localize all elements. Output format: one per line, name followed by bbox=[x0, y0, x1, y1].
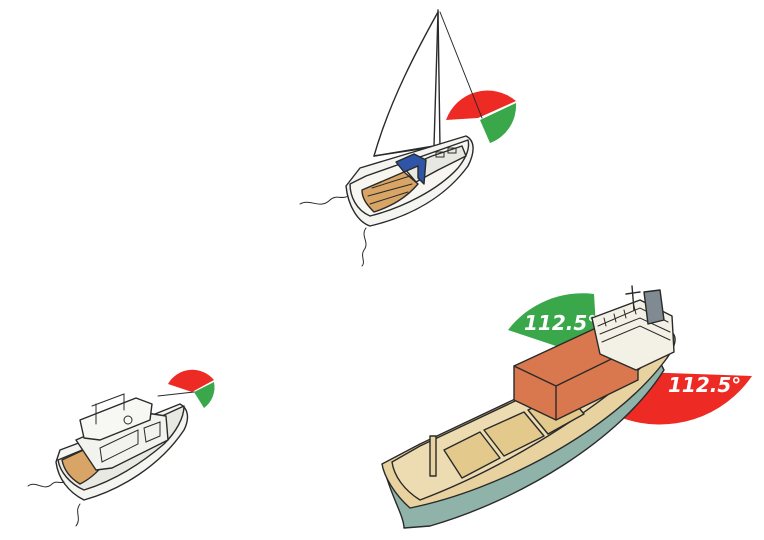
ship-hatch-2 bbox=[483, 411, 545, 457]
sailboat-red-light-sector bbox=[446, 90, 516, 120]
sailboat bbox=[299, 9, 517, 267]
motorboat-red-light-sector bbox=[168, 369, 214, 392]
ship-bow-mast bbox=[429, 435, 437, 477]
ship-port-angle-label: 112.5° bbox=[524, 311, 597, 335]
sailboat-mast bbox=[437, 9, 441, 149]
ship-hatch-1 bbox=[443, 431, 501, 479]
sailboat-sail bbox=[373, 11, 439, 157]
motorboat-flybridge bbox=[79, 397, 153, 441]
ship-red-light-sector bbox=[622, 372, 752, 425]
motorboat-green-light-sector bbox=[194, 382, 215, 408]
sailboat-dodger bbox=[395, 153, 427, 185]
sailboat-green-light-sector bbox=[480, 103, 517, 143]
ship-funnel bbox=[643, 289, 665, 325]
motorboat bbox=[27, 369, 215, 527]
motorboat-windows bbox=[99, 421, 161, 463]
cargo-ship: 112.5° 112.5° bbox=[381, 285, 752, 529]
ship-starboard-angle-label: 112.5° bbox=[668, 373, 741, 397]
